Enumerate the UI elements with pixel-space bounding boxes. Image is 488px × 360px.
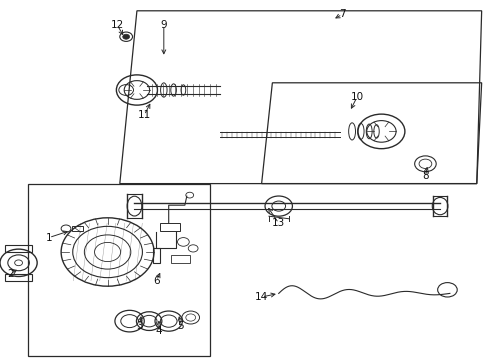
Text: 4: 4 [155,326,162,336]
Bar [152,248,160,263]
Bar [72,226,83,231]
Text: 1: 1 [45,233,52,243]
Text: 12: 12 [110,20,124,30]
Text: 11: 11 [137,110,151,120]
Text: 6: 6 [153,276,160,286]
Bar [5,245,32,252]
Text: 9: 9 [160,20,167,30]
Text: 13: 13 [271,218,285,228]
Text: 14: 14 [254,292,268,302]
Text: 5: 5 [177,321,184,331]
Text: 10: 10 [350,92,363,102]
Circle shape [122,34,129,39]
Text: 8: 8 [421,171,428,181]
Text: 3: 3 [136,321,142,331]
Bar [171,255,189,263]
Text: 7: 7 [338,9,345,19]
Text: 2: 2 [7,269,14,279]
Bar [5,274,32,281]
Bar [160,223,180,231]
